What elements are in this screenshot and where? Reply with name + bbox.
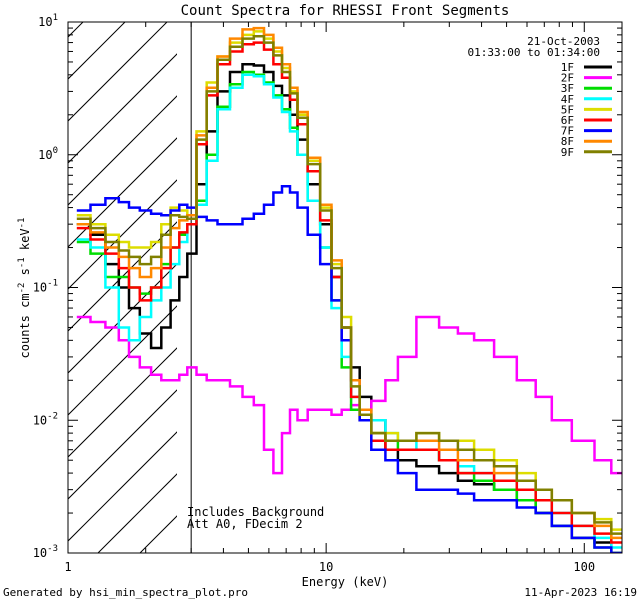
legend-label-2F: 2F	[561, 72, 574, 85]
x-tick-label: 100	[573, 560, 595, 574]
hatch-line	[68, 347, 177, 458]
hatch-line	[68, 431, 177, 542]
hatch-line	[68, 389, 177, 500]
legend-label-7F: 7F	[561, 125, 574, 138]
x-axis-label: Energy (keV)	[302, 575, 389, 589]
date-label: 21-Oct-2003	[527, 35, 600, 48]
y-tick-label: 10-1	[33, 279, 58, 295]
hatch-line	[68, 22, 126, 80]
hatch-line	[68, 263, 177, 374]
series-4F	[76, 73, 622, 549]
hatch-line	[0, 0, 68, 553]
annotation-attenuator: Att A0, FDecim 2	[187, 517, 303, 531]
legend-label-3F: 3F	[561, 82, 574, 95]
hatch-line	[266, 0, 640, 553]
hatch-line	[68, 221, 177, 332]
hatch-line	[224, 0, 640, 553]
legend-label-5F: 5F	[561, 103, 574, 116]
series-6F	[76, 41, 622, 544]
footer-generated-by: Generated by hsi_min_spectra_plot.pro	[3, 586, 248, 599]
series-layer	[76, 26, 622, 553]
y-axis-label: counts cm-2 s-1 keV-1	[17, 218, 32, 359]
series-3F	[76, 70, 622, 553]
legend-label-1F: 1F	[561, 61, 574, 74]
series-2F	[76, 315, 622, 475]
series-1F	[76, 63, 622, 553]
legend-label-8F: 8F	[561, 135, 574, 148]
excluded-energy-region	[0, 0, 640, 553]
footer-timestamp: 11-Apr-2023 16:19	[524, 586, 637, 599]
x-tick-label: 1	[64, 560, 71, 574]
legend-label-9F: 9F	[561, 146, 574, 159]
series-9F	[76, 35, 622, 535]
y-tick-label: 100	[38, 146, 58, 162]
chart-title: Count Spectra for RHESSI Front Segments	[181, 3, 510, 19]
series-5F	[76, 30, 622, 531]
y-tick-label: 101	[38, 13, 58, 29]
legend-label-6F: 6F	[561, 114, 574, 127]
y-tick-label: 10-2	[33, 411, 58, 427]
hatch-line	[68, 22, 168, 122]
legend-label-4F: 4F	[561, 93, 574, 106]
y-tick-label: 10-3	[33, 544, 58, 560]
time-range-label: 01:33:00 to 01:34:00	[468, 46, 600, 59]
x-tick-label: 10	[319, 560, 333, 574]
series-8F	[76, 26, 622, 540]
hatch-line	[68, 179, 177, 290]
annotation-background: Includes Background	[187, 505, 324, 519]
series-7F	[76, 184, 622, 553]
hatch-line	[0, 0, 110, 553]
